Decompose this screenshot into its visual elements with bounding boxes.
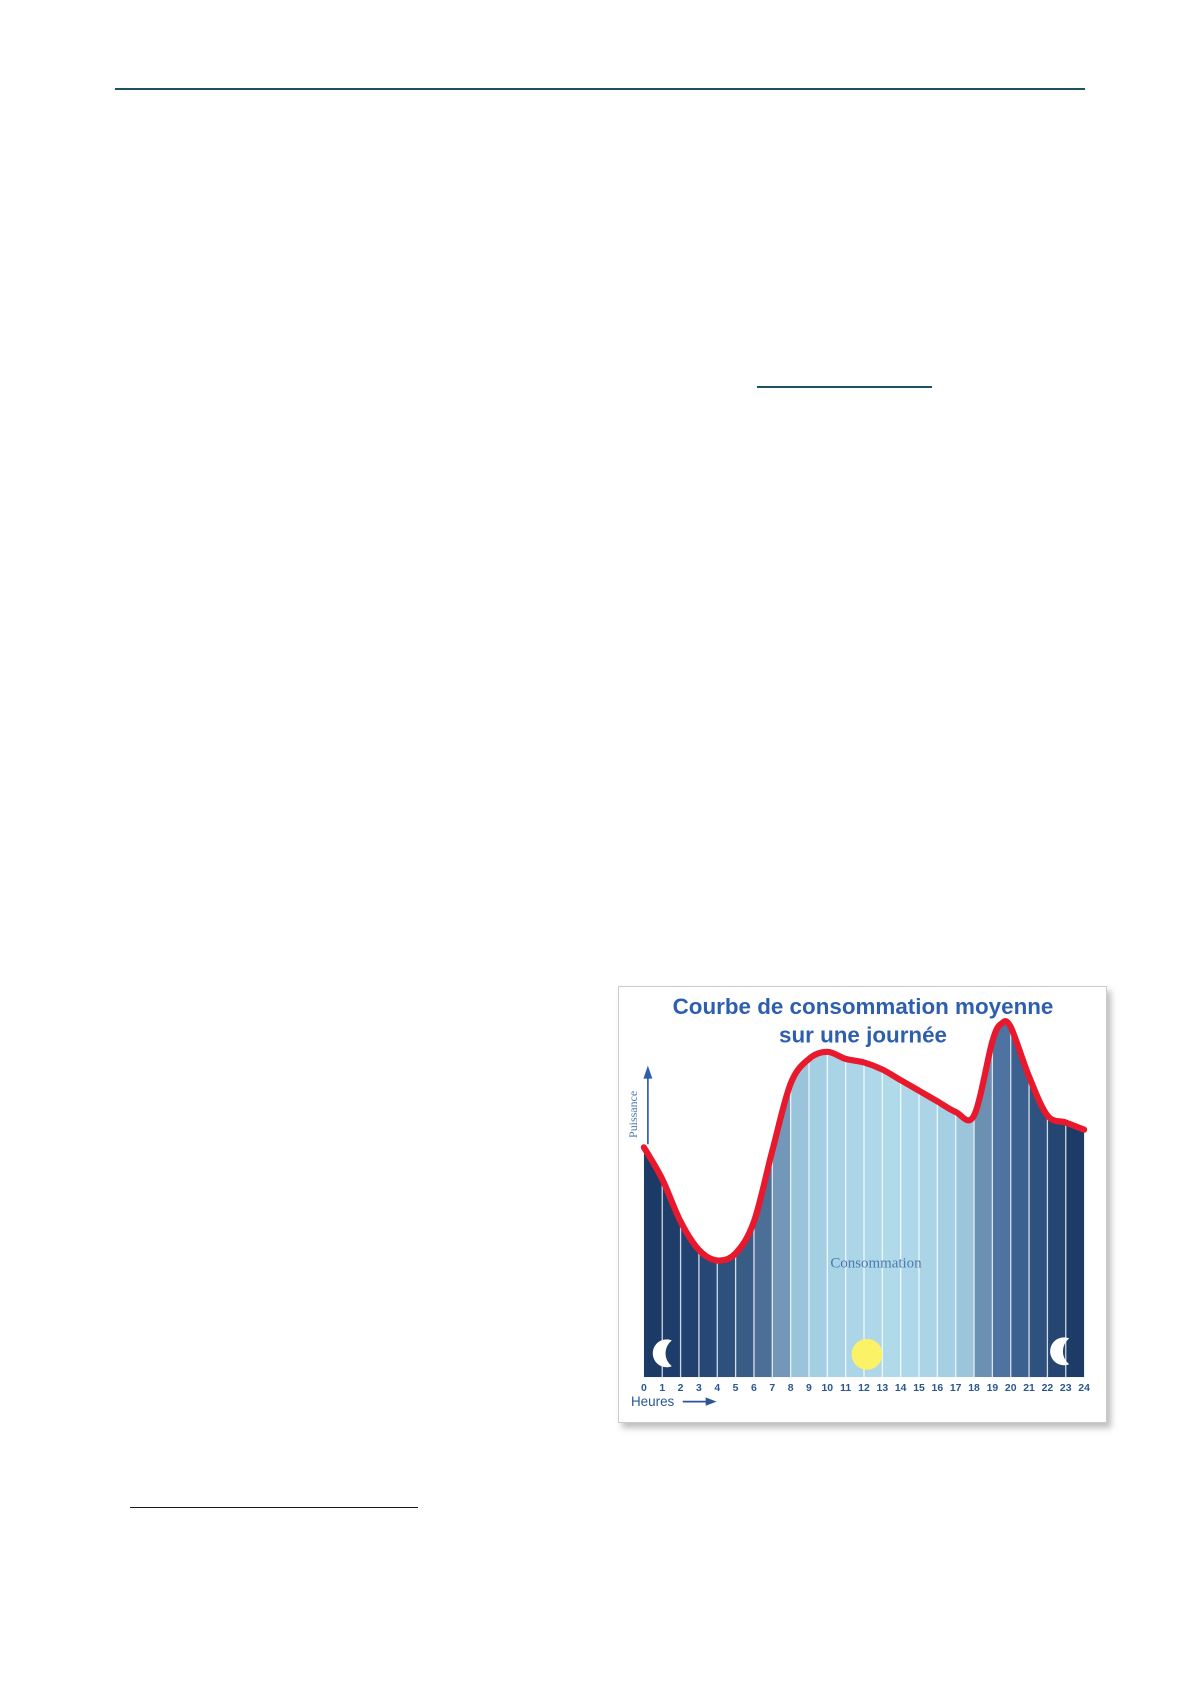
x-axis-tick: 4 [714,1383,720,1394]
sun-icon [851,1338,883,1370]
hour-bar [826,1021,847,1378]
x-axis-tick: 5 [733,1383,739,1394]
consumption-chart-svg: Courbe de consommation moyenne sur une jo… [626,994,1090,1409]
x-axis-tick: 22 [1042,1383,1054,1394]
x-axis-tick: 19 [987,1383,999,1394]
hour-bar [900,1021,920,1378]
x-axis-tick: 15 [913,1383,925,1394]
chart-title-line2: sur une journée [779,1023,947,1048]
x-axis-tick: 18 [968,1383,980,1394]
x-axis-tick: 14 [895,1383,907,1394]
hour-bar [881,1021,902,1378]
x-axis-tick: 6 [751,1383,757,1394]
hour-bar [991,1021,1012,1378]
consumption-chart-figure: Courbe de consommation moyenne sur une jo… [618,986,1107,1423]
x-axis-tick: 8 [788,1383,794,1394]
x-axis-tick: 17 [950,1383,962,1394]
hour-bar [790,1021,810,1378]
hour-bar [918,1021,938,1378]
x-axis-tick: 21 [1023,1383,1035,1394]
hour-bar [936,1021,957,1378]
hour-bar [845,1021,865,1378]
x-axis-tick: 12 [858,1383,870,1394]
x-axis-tick: 9 [806,1383,812,1394]
x-axis-tick: 3 [696,1383,702,1394]
consumption-curve [640,1018,1088,1264]
x-axis-tick: 1 [659,1383,665,1394]
consumption-area-label: Consommation [830,1256,922,1272]
hour-bar [863,1021,883,1378]
hour-bar [771,1021,792,1378]
hour-bar [1047,1021,1067,1378]
hour-bar [716,1021,737,1378]
x-axis-tick: 0 [641,1383,647,1394]
x-axis-ticks: 0 1 2 3 4 5 6 7 8 9 10 11 12 13 14 15 16 17 18 19 20 21 22 23 24 [641,1383,1090,1394]
x-axis-tick: 16 [932,1383,944,1394]
hour-bar [1065,1021,1085,1378]
hour-bar [698,1021,718,1378]
x-axis-tick: 23 [1060,1383,1072,1394]
x-axis-tick: 24 [1078,1383,1090,1394]
hour-bar [1028,1021,1048,1378]
x-axis-tick: 11 [840,1383,851,1394]
hour-bar [808,1021,828,1378]
header-rule [115,88,1085,90]
x-axis-tick: 20 [1005,1383,1017,1394]
x-axis-tick: 10 [822,1383,834,1394]
y-axis-label: Puissance [626,1091,640,1138]
x-axis-tick: 2 [678,1383,684,1394]
x-axis-tick: 7 [769,1383,775,1394]
moon-icon [1050,1337,1070,1366]
hyperlink-underline[interactable] [757,386,932,388]
hour-bar [680,1021,700,1378]
hour-bar [955,1021,975,1378]
x-axis-label: Heures [631,1394,675,1409]
hour-bar [1010,1021,1030,1378]
y-axis-arrow-icon [643,1065,653,1079]
chart-title-line1: Courbe de consommation moyenne [673,994,1054,1019]
x-axis-tick: 13 [877,1383,889,1394]
hour-bar [735,1021,755,1378]
x-axis-arrow-icon [705,1397,717,1406]
footnote-separator [130,1507,418,1508]
moon-icon [652,1339,672,1368]
